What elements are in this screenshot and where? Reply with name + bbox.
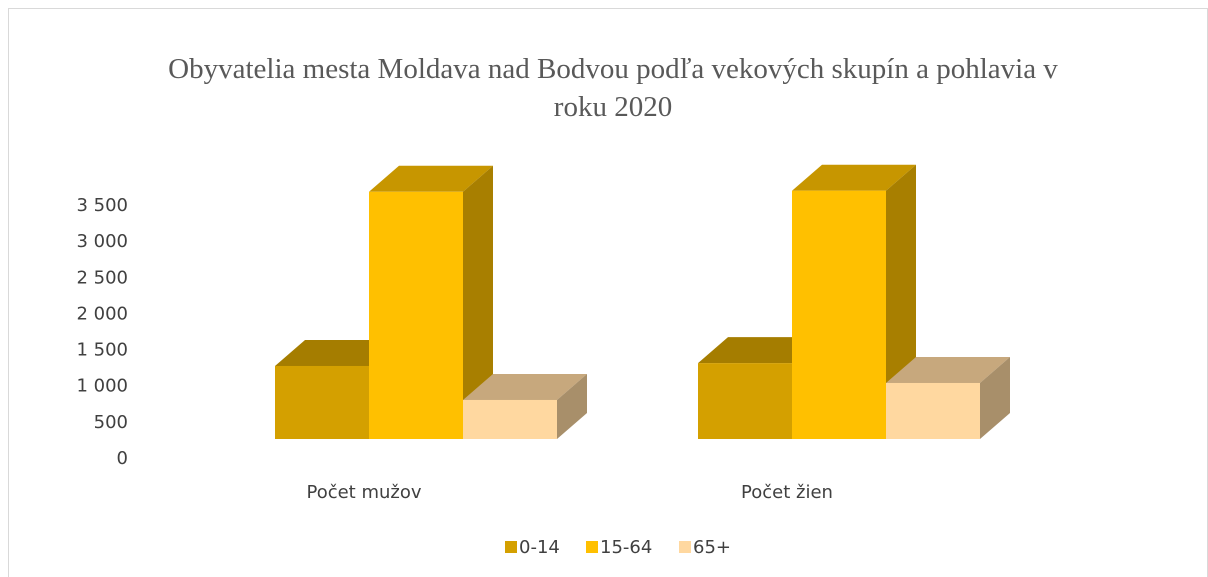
y-tick-label: 500 [94, 412, 128, 433]
bar [792, 164, 916, 439]
bar-side [463, 165, 493, 440]
bar-top [275, 339, 399, 366]
y-tick-label: 1 500 [76, 340, 128, 361]
x-tick-label: Počet žien [741, 482, 833, 503]
bar-top [698, 337, 822, 364]
bar-front [275, 365, 369, 439]
bar-top [886, 356, 1010, 383]
legend-label: 15-64 [600, 537, 652, 558]
bar [369, 165, 493, 440]
bar-front [698, 363, 792, 439]
legend-swatch [505, 541, 517, 553]
legend-label: 65+ [693, 537, 731, 558]
bar-side [980, 356, 1010, 439]
y-tick-label: 0 [117, 448, 128, 469]
y-tick-label: 1 000 [76, 376, 128, 397]
y-tick-label: 3 500 [76, 195, 128, 216]
bar-top [369, 165, 493, 192]
y-tick-label: 3 000 [76, 231, 128, 252]
bar-side [557, 373, 587, 439]
x-tick-label: Počet mužov [306, 482, 421, 503]
bar [886, 356, 1010, 439]
bar-top [463, 373, 587, 400]
legend-swatch [679, 541, 691, 553]
y-tick-label: 2 000 [76, 303, 128, 324]
bar-front [463, 399, 557, 439]
legend-label: 0-14 [519, 537, 560, 558]
bar-front [792, 190, 886, 439]
bar-top [792, 164, 916, 191]
bar [463, 373, 587, 439]
bar-front [886, 382, 980, 439]
bar-front [369, 191, 463, 439]
legend-swatch [586, 541, 598, 553]
chart-title: Obyvatelia mesta Moldava nad Bodvou podľ… [168, 53, 1058, 123]
y-tick-label: 2 500 [76, 267, 128, 288]
